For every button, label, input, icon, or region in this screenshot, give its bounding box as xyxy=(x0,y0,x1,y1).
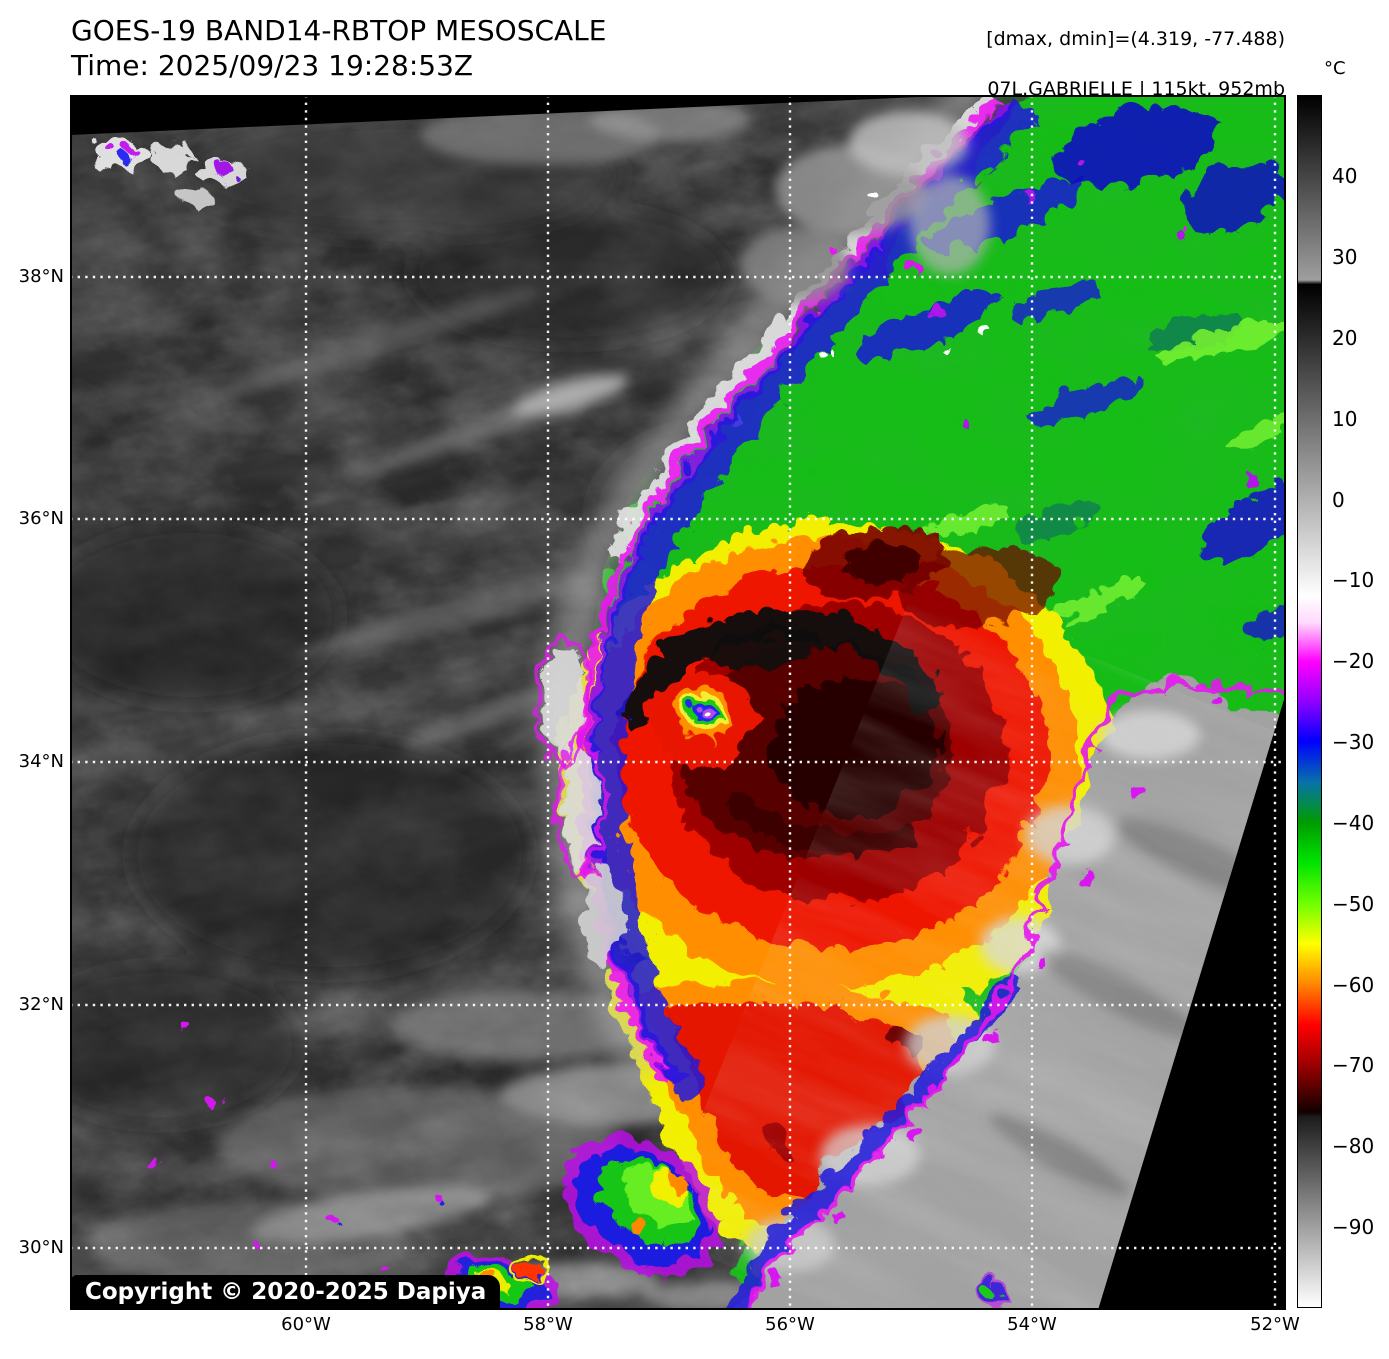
cb-tick-30: 30 xyxy=(1332,245,1358,269)
lon-label-52w: 52°W xyxy=(1250,1314,1300,1335)
cb-tick-20: 20 xyxy=(1332,326,1358,350)
cb-tick-m20: −20 xyxy=(1332,649,1375,673)
cb-tick-m60: −60 xyxy=(1332,973,1375,997)
cb-tick-10: 10 xyxy=(1332,407,1358,431)
page-title: GOES-19 BAND14-RBTOP MESOSCALE xyxy=(71,14,607,47)
dmax-dmin-value: [dmax, dmin]=(4.319, -77.488) xyxy=(986,28,1285,50)
satellite-scene xyxy=(70,95,1286,1310)
copyright-badge: Copyright © 2020-2025 Dapiya xyxy=(71,1275,501,1310)
colorbar-gradient xyxy=(1298,96,1321,1307)
cb-tick-m90: −90 xyxy=(1332,1215,1375,1239)
storm-status: 07L.GABRIELLE | 115kt, 952mb xyxy=(987,78,1285,100)
cb-tick-m40: −40 xyxy=(1332,811,1375,835)
cb-tick-m30: −30 xyxy=(1332,730,1375,754)
cb-tick-m80: −80 xyxy=(1332,1134,1375,1158)
cb-tick-m70: −70 xyxy=(1332,1053,1375,1077)
grid-lines xyxy=(70,95,1286,1310)
satellite-map xyxy=(70,95,1286,1310)
colorbar xyxy=(1297,95,1322,1308)
lat-label-34n: 34°N xyxy=(18,751,64,772)
lat-label-32n: 32°N xyxy=(18,994,64,1015)
hurricane-eye xyxy=(643,665,753,761)
cb-tick-0: 0 xyxy=(1332,488,1345,512)
lon-label-54w: 54°W xyxy=(1007,1314,1057,1335)
colorbar-unit: °C xyxy=(1324,58,1346,79)
timestamp: Time: 2025/09/23 19:28:53Z xyxy=(71,49,474,82)
map-border xyxy=(70,95,1286,1310)
lat-label-38n: 38°N xyxy=(18,266,64,287)
header-right: [dmax, dmin]=(4.319, -77.488) 07L.GABRIE… xyxy=(963,27,1285,102)
lon-label-60w: 60°W xyxy=(281,1314,331,1335)
cb-tick-m50: −50 xyxy=(1332,892,1375,916)
lat-label-30n: 30°N xyxy=(18,1237,64,1258)
convective-cell-large xyxy=(555,1129,715,1271)
lon-label-56w: 56°W xyxy=(765,1314,815,1335)
west-boundary-ridge xyxy=(527,95,1029,1093)
lon-label-58w: 58°W xyxy=(523,1314,573,1335)
no-data-wedges xyxy=(70,95,1286,1310)
lat-label-36n: 36°N xyxy=(18,508,64,529)
cb-tick-m10: −10 xyxy=(1332,568,1375,592)
cb-tick-40: 40 xyxy=(1332,164,1358,188)
